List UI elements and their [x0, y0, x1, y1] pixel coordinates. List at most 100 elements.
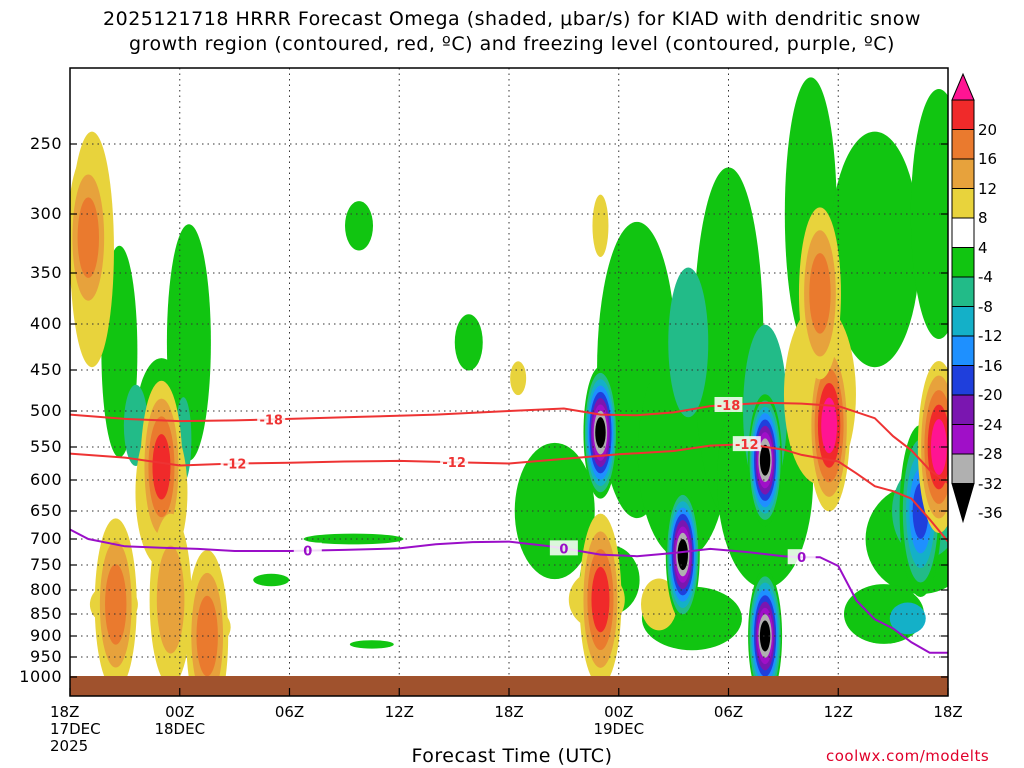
ytick-label-1000: 1000: [19, 667, 62, 686]
omega-blob-9-ring-8: [759, 620, 771, 652]
ytick-label-800: 800: [29, 580, 62, 599]
colorbar-bin-8: [951, 306, 975, 337]
ytick-label-600: 600: [29, 470, 62, 489]
axis-ticks: [69, 143, 949, 696]
colorbar-label--8: -8: [978, 297, 993, 316]
contour-label-0-0: -18: [259, 413, 283, 428]
colorbar-label--12: -12: [978, 327, 1003, 345]
xtick-label-line: 19DEC: [593, 720, 645, 738]
contour-label-bg-0-0: [257, 411, 286, 427]
contour-label-bg-1-2: [732, 436, 761, 452]
colorbar-label--16: -16: [978, 356, 1003, 375]
omega-blob-1-ring-3: [152, 434, 171, 500]
colorbar-bin-12: [951, 424, 975, 455]
chart-title-line2: growth region (contoured, red, ºC) and f…: [129, 33, 895, 55]
contour-label-2-2: 0: [797, 551, 806, 566]
colorbar-bin-7: [951, 276, 975, 307]
omega-blob-5-ring-8: [595, 417, 606, 449]
omega-band-33: [592, 194, 609, 257]
xtick-label-0: 18Z 17DEC 2025: [50, 704, 110, 755]
contour-label-bg-2-1: [549, 540, 578, 556]
colorbar-label-20: 20: [978, 120, 998, 139]
colorbar-label-16: 16: [978, 150, 998, 168]
colorbar-label--32: -32: [978, 474, 1003, 493]
ytick-label-700: 700: [29, 529, 62, 548]
colorbar-label--4: -4: [978, 268, 993, 286]
colorbar: [951, 72, 975, 524]
xtick-label-line: 18Z: [933, 703, 963, 721]
contour-label-bg-0-1: [714, 396, 743, 412]
xtick-label-24: 18Z: [479, 704, 539, 721]
colorbar-bin-3: [951, 158, 975, 189]
colorbar-label--20: -20: [978, 386, 1003, 404]
contour-layer: -18 -18 -12 -12 -12 0 0 0: [70, 396, 948, 654]
xtick-label-36: 06Z: [699, 704, 759, 721]
omega-blob-8-ring-8: [759, 444, 771, 476]
ytick-label-900: 900: [29, 626, 62, 645]
colorbar-label--36: -36: [978, 504, 1003, 522]
xtick-label-line: 06Z: [713, 703, 744, 721]
contour-label-bg-2-2: [787, 549, 816, 565]
omega-band-6: [345, 201, 374, 251]
omega-band-5: [349, 640, 394, 649]
omega-band-34: [510, 361, 527, 396]
omega-band-3: [303, 533, 404, 545]
ytick-label-750: 750: [29, 555, 62, 574]
contour-label-1-0: -12: [223, 458, 247, 473]
ytick-label-300: 300: [29, 204, 62, 223]
ytick-label-850: 850: [29, 604, 62, 623]
contour-line-0: [70, 401, 948, 484]
ytick-label-400: 400: [29, 314, 62, 333]
colorbar-bin-11: [951, 394, 975, 425]
contour-label-bg-1-1: [440, 454, 469, 470]
xtick-label-48: 18Z: [918, 704, 978, 721]
omega-band-20: [668, 267, 709, 418]
xtick-label-line: 18DEC: [154, 720, 206, 738]
colorbar-bin-5: [951, 217, 975, 248]
colorbar-bin-4: [951, 188, 975, 219]
omega-band-7: [454, 314, 483, 371]
omega-band-25: [889, 602, 926, 635]
omega-blob-7-ring-8: [677, 539, 688, 571]
colorbar-label-8: 8: [978, 209, 988, 227]
colorbar-bin-13: [951, 453, 975, 484]
contour-label-2-0: 0: [303, 545, 312, 560]
colorbar-bottom-arrow: [951, 483, 975, 524]
omega-band-32: [640, 578, 677, 631]
xtick-label-30: 00Z 19DEC: [589, 704, 649, 738]
contour-label-1-1: -12: [442, 456, 466, 471]
xtick-label-line: 00Z: [604, 703, 634, 721]
colorbar-label--24: -24: [978, 415, 1003, 434]
colorbar-bin-6: [951, 247, 975, 278]
xtick-label-line: 17DEC: [50, 720, 101, 738]
omega-band-14: [829, 131, 920, 368]
xtick-label-12: 06Z: [260, 704, 320, 721]
ytick-label-650: 650: [29, 501, 62, 520]
xtick-label-line: 06Z: [274, 703, 305, 721]
colorbar-bin-1: [951, 99, 975, 130]
ytick-label-500: 500: [29, 401, 62, 420]
xtick-label-line: 00Z: [165, 703, 195, 721]
xtick-label-line: 18Z: [494, 703, 524, 721]
omega-band-4: [253, 573, 290, 587]
omega-blob-6-ring-3: [591, 566, 610, 633]
xtick-label-6: 00Z 18DEC: [150, 704, 210, 738]
ytick-label-550: 550: [29, 437, 62, 456]
contour-label-bg-1-0: [220, 455, 249, 471]
omega-blob-2-ring-1: [156, 545, 185, 654]
xtick-label-line: 12Z: [823, 703, 853, 721]
colorbar-label-12: 12: [978, 179, 998, 198]
contour-label-bg-2-0: [293, 542, 322, 558]
omega-shading-layer: [70, 77, 948, 696]
credit-link[interactable]: coolwx.com/modelts: [826, 747, 990, 765]
omega-blob-3-ring-2: [105, 564, 127, 645]
ytick-label-950: 950: [29, 647, 62, 666]
contour-label-0-1: -18: [717, 399, 741, 414]
omega-blob-10-ring-4: [821, 397, 838, 454]
xtick-label-line: 2025: [50, 737, 89, 755]
omega-blob-4-ring-2: [196, 595, 218, 677]
ytick-label-250: 250: [29, 134, 62, 153]
colorbar-bin-2: [951, 129, 975, 160]
